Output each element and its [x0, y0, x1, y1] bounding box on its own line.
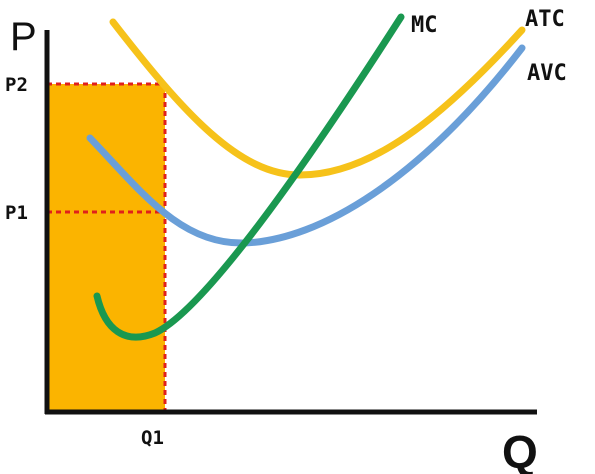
y-axis-letter: P [10, 15, 37, 59]
atc-curve [109, 18, 526, 179]
x-axis-letter: Q [502, 426, 538, 474]
avc-label: AVC [527, 61, 567, 86]
q1-label: Q1 [141, 427, 164, 449]
mc-label: MC [411, 13, 438, 38]
p2-label: P2 [5, 74, 28, 96]
mc-curve [93, 13, 405, 341]
atc-label: ATC [525, 7, 565, 32]
p1-label: P1 [5, 202, 28, 224]
shaded-cost-area [47, 84, 165, 412]
avc-curve [86, 44, 526, 247]
